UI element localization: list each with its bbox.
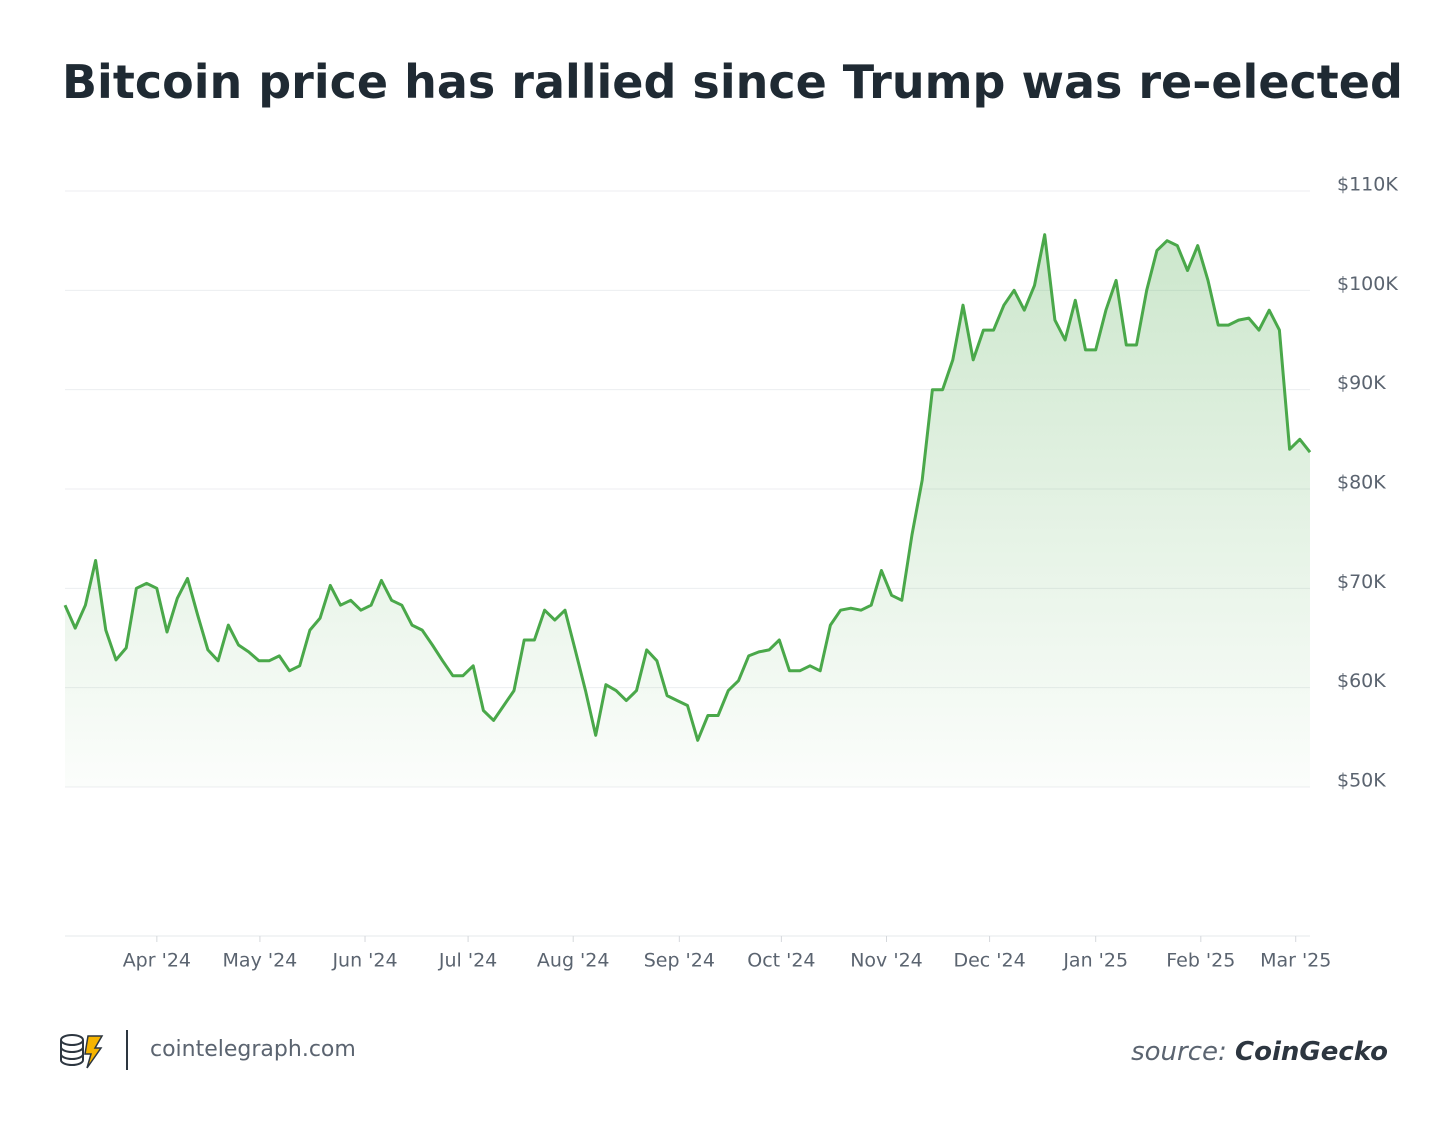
source: source: CoinGecko bbox=[1131, 1037, 1388, 1067]
x-tick-label: Aug '24 bbox=[537, 950, 610, 972]
y-tick-label: $70K bbox=[1337, 571, 1386, 593]
y-tick-label: $80K bbox=[1337, 472, 1386, 494]
y-tick-label: $110K bbox=[1337, 174, 1398, 196]
y-tick-label: $100K bbox=[1337, 273, 1398, 295]
x-tick-label: Apr '24 bbox=[123, 950, 191, 972]
x-tick-label: Feb '25 bbox=[1166, 950, 1235, 972]
x-tick-label: Nov '24 bbox=[850, 950, 923, 972]
x-tick-label: May '24 bbox=[223, 950, 298, 972]
y-tick-label: $60K bbox=[1337, 670, 1386, 692]
x-tick-label: Jan '25 bbox=[1062, 950, 1128, 972]
x-tick-label: Dec '24 bbox=[953, 950, 1025, 972]
x-tick-label: Jul '24 bbox=[438, 950, 497, 972]
site-name: cointelegraph.com bbox=[150, 1037, 356, 1062]
price-line bbox=[63, 233, 1312, 742]
y-tick-label: $90K bbox=[1337, 372, 1386, 394]
chart-title: Bitcoin price has rallied since Trump wa… bbox=[62, 55, 1403, 109]
y-tick-label: $50K bbox=[1337, 770, 1386, 792]
x-tick-label: Jun '24 bbox=[331, 950, 397, 972]
price-area bbox=[65, 234, 1310, 787]
x-tick-label: Mar '25 bbox=[1260, 950, 1331, 972]
logo bbox=[60, 1034, 104, 1069]
x-tick-label: Oct '24 bbox=[747, 950, 815, 972]
source-name: CoinGecko bbox=[1235, 1037, 1388, 1067]
source-label: source: bbox=[1131, 1037, 1227, 1067]
x-tick-label: Sep '24 bbox=[644, 950, 715, 972]
